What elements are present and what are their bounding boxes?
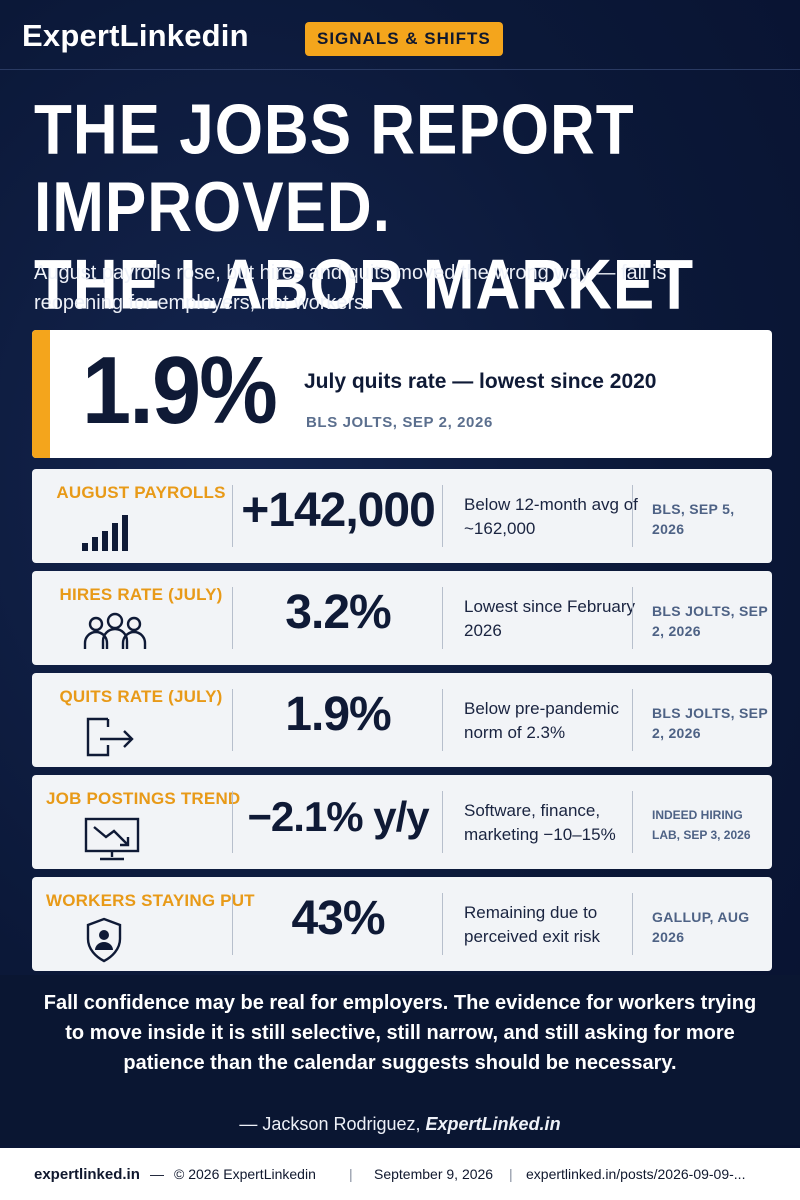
category-tag[interactable]: SIGNALS & SHIFTS [305,22,503,56]
divider [632,587,633,649]
stat-row-job-postings: JOB POSTINGS TREND −2.1% y/y Software, f… [32,775,772,869]
stat-source: INDEED HIRING LAB, SEP 3, 2026 [652,808,751,842]
people-group-icon [82,611,147,657]
quote-site[interactable]: ExpertLinked.in [425,1114,561,1134]
divider [232,689,233,751]
divider [442,893,443,955]
monitor-trend-down-icon [82,815,142,861]
pull-quote: Fall confidence may be real for employer… [43,992,757,1074]
stat-label: WORKERS STAYING PUT [46,891,255,910]
hero-source: BLS JOLTS, SEP 2, 2026 [306,414,493,431]
stat-note: Software, finance, marketing −10–15% [464,801,616,844]
headline-line-1: THE JOBS REPORT IMPROVED. [34,90,635,248]
stat-note: Lowest since February 2026 [464,597,636,640]
stat-row-workers-staying: WORKERS STAYING PUT 43% Remaining due to… [32,877,772,971]
footer-separator: | [349,1166,353,1182]
stat-row-hires-rate: HIRES RATE (JULY) 3.2% Lowest since Febr… [32,571,772,665]
divider [632,791,633,853]
exit-arrow-icon [82,713,142,759]
bar-chart-icon [82,509,142,555]
hero-accent-bar [32,330,50,458]
divider [232,893,233,955]
footer: expertlinked.in — © 2026 ExpertLinkedin … [0,1148,800,1200]
divider [232,791,233,853]
stat-value: 1.9% [285,688,391,741]
footer-separator: | [509,1166,513,1182]
stat-label: AUGUST PAYROLLS [56,483,226,502]
footer-domain-link[interactable]: expertlinked.in [34,1166,140,1183]
divider [442,485,443,547]
hero-label: July quits rate — lowest since 2020 [304,370,657,393]
divider [632,485,633,547]
hero-value: 1.9% [82,337,278,444]
stat-value: +142,000 [241,484,436,537]
divider [632,689,633,751]
stat-source: BLS JOLTS, SEP 2, 2026 [652,705,768,741]
stat-note: Below pre-pandemic norm of 2.3% [464,699,619,742]
divider [232,485,233,547]
quote-attribution: — Jackson Rodriguez, ExpertLinked.in [0,1114,800,1135]
divider [442,689,443,751]
quote-author: — Jackson Rodriguez, [239,1114,421,1134]
stat-label: QUITS RATE (JULY) [59,687,223,706]
shield-person-icon [82,917,142,963]
stat-note: Below 12-month avg of ~162,000 [464,495,638,538]
footer-dash: — [150,1166,164,1182]
divider [232,587,233,649]
footer-copyright: © 2026 ExpertLinkedin [174,1166,316,1182]
stat-value: 43% [291,892,385,945]
stat-source: BLS, SEP 5, 2026 [652,501,735,537]
subheadline: August payrolls rose, but hires and quit… [34,262,667,314]
stat-value: −2.1% y/y [247,793,429,840]
quote-section [0,975,800,1145]
footer-url-link[interactable]: expertlinked.in/posts/2026-09-09-... [526,1166,746,1182]
stat-row-august-payrolls: AUGUST PAYROLLS +142,000 Below 12-month … [32,469,772,563]
divider [442,587,443,649]
stat-label: JOB POSTINGS TREND [46,789,241,808]
stat-note: Remaining due to perceived exit risk [464,903,601,946]
stat-row-quits-rate: QUITS RATE (JULY) 1.9% Below pre-pandemi… [32,673,772,767]
brand-logo[interactable]: ExpertLinkedin [22,18,249,53]
hero-stat-card: 1.9% July quits rate — lowest since 2020… [32,330,772,458]
header: ExpertLinkedin SIGNALS & SHIFTS [0,0,800,70]
footer-date: September 9, 2026 [374,1166,494,1182]
divider [442,791,443,853]
stat-value: 3.2% [285,586,391,639]
divider [632,893,633,955]
stat-source: GALLUP, AUG 2026 [652,909,750,945]
stat-label: HIRES RATE (JULY) [59,585,223,604]
stat-source: BLS JOLTS, SEP 2, 2026 [652,603,768,639]
